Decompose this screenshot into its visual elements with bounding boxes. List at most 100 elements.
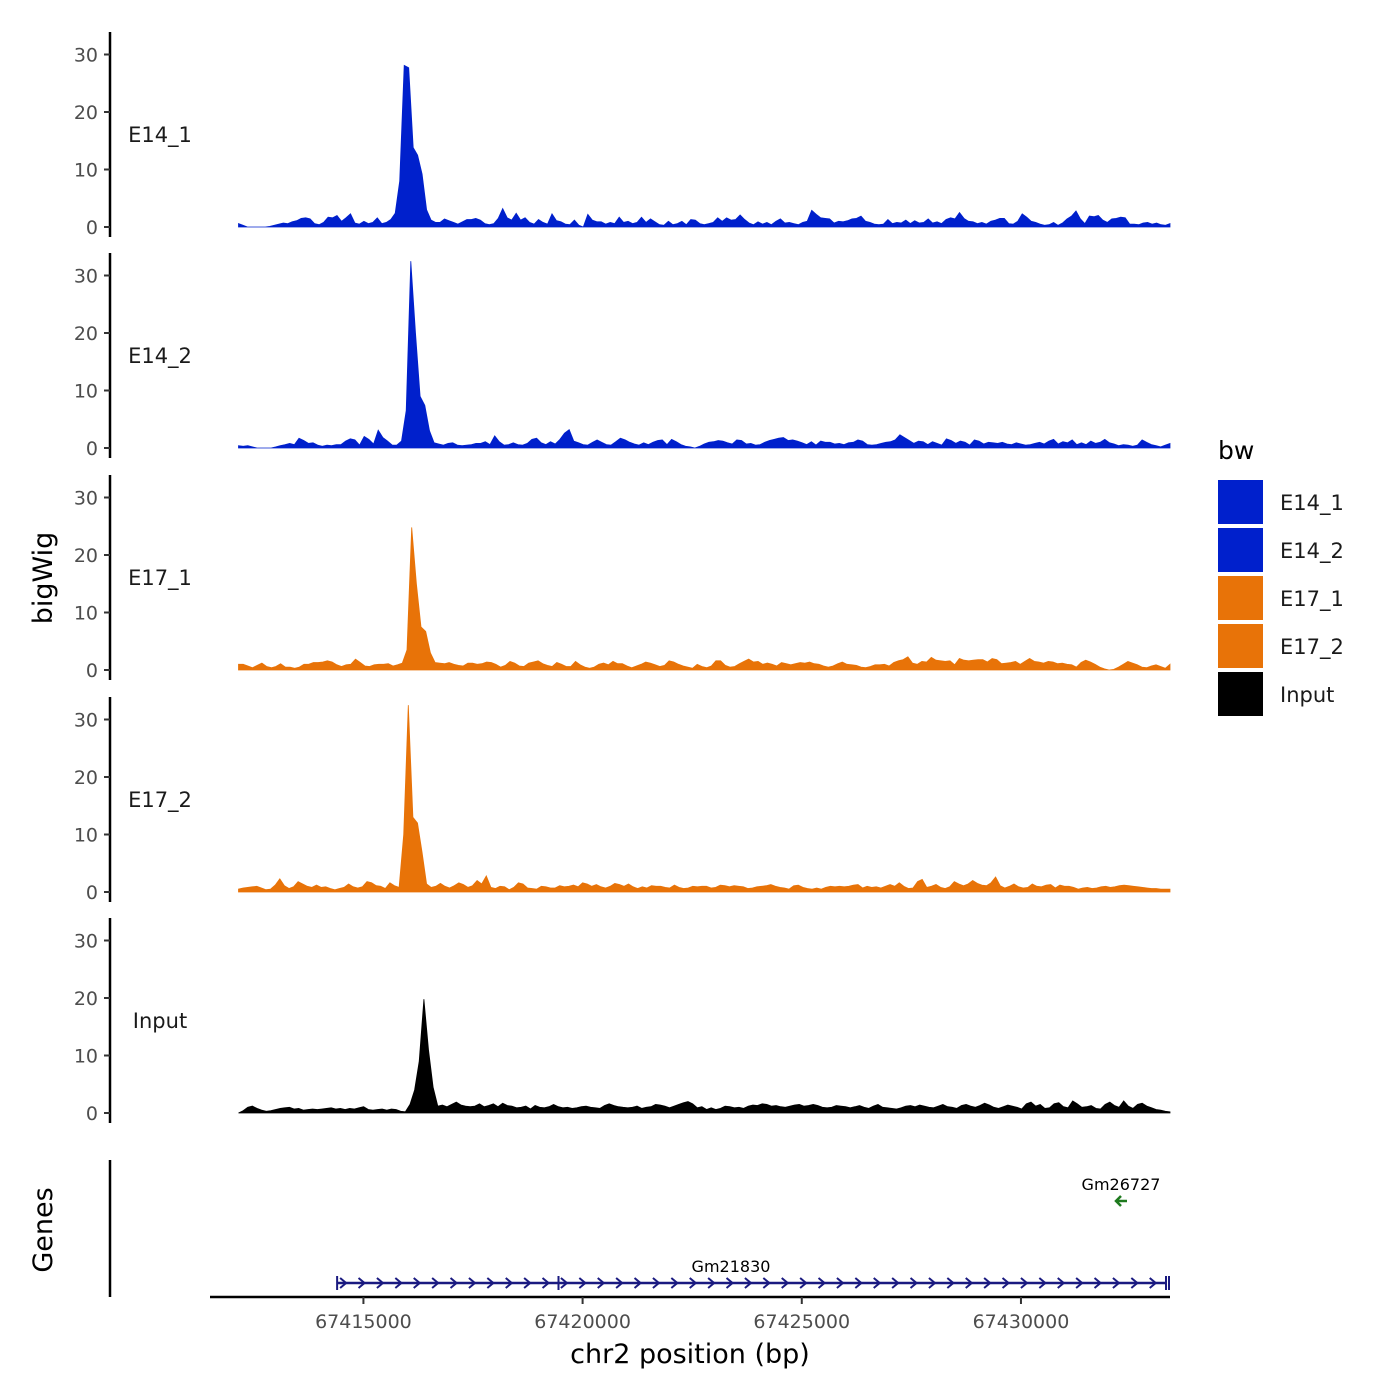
y-tick-label: 30 <box>74 931 98 953</box>
strand-chevron <box>449 1277 459 1289</box>
signal-tracks: 0 10 20 30 E14_1 0 10 20 30 E14_2 0 10 20 30 E17_1 0 10 2… <box>74 32 1171 1125</box>
y-tick-label: 20 <box>74 102 98 124</box>
track-E17_2: 0 10 20 30 E17_2 <box>74 697 1171 904</box>
strand-chevron <box>468 1277 477 1289</box>
y-tick-label: 10 <box>74 825 98 847</box>
y-tick-label: 20 <box>74 545 98 567</box>
legend-entry-Input: Input <box>1218 672 1334 716</box>
y-tick-label: 30 <box>74 45 98 67</box>
strand-chevron <box>836 1277 845 1289</box>
track-label: E17_2 <box>128 788 192 813</box>
legend-swatch <box>1218 624 1263 668</box>
strand-chevron <box>799 1277 808 1289</box>
y-tick-label: 0 <box>86 217 98 239</box>
strand-chevron <box>339 1277 348 1289</box>
y-tick-label: 20 <box>74 323 98 345</box>
y-tick-label: 30 <box>74 266 98 288</box>
strand-chevron <box>1038 1277 1047 1289</box>
strand-chevron <box>744 1277 753 1289</box>
x-tick-label: 67425000 <box>753 1311 850 1333</box>
strand-chevron <box>597 1277 606 1289</box>
strand-chevron <box>762 1277 771 1289</box>
y-tick-label: 10 <box>74 1046 98 1068</box>
track-E17_1: 0 10 20 30 E17_1 <box>74 475 1171 682</box>
track-label: E14_1 <box>128 123 192 148</box>
gene-models: Gm21830 Gm26727 <box>336 1175 1170 1290</box>
y-tick-label: 20 <box>74 988 98 1010</box>
strand-chevron <box>781 1277 790 1289</box>
strand-chevron <box>1112 1277 1121 1289</box>
strand-chevron <box>541 1277 551 1289</box>
x-tick-label: 67420000 <box>534 1311 631 1333</box>
strand-chevron <box>357 1277 367 1289</box>
legend-entries: E14_1 E14_2 E17_1 E17_2 Input <box>1218 480 1344 716</box>
genes-y-axis-title: Genes <box>28 1187 59 1272</box>
legend-label: Input <box>1280 683 1334 707</box>
strand-chevron <box>1057 1277 1066 1289</box>
gene-Gm21830: Gm21830 <box>336 1257 1170 1290</box>
strand-chevron <box>578 1277 587 1289</box>
track-label: E17_1 <box>128 566 192 591</box>
strand-chevron <box>689 1277 698 1289</box>
strand-chevron <box>633 1277 643 1289</box>
track-Input: 0 10 20 30 Input <box>74 918 1171 1125</box>
strand-chevron <box>1093 1277 1103 1289</box>
strand-chevron <box>1001 1277 1011 1289</box>
gene-Gm26727: Gm26727 <box>1082 1175 1161 1207</box>
y-tick-label: 0 <box>86 1103 98 1125</box>
y-tick-label: 10 <box>74 160 98 182</box>
strand-chevron <box>1149 1277 1158 1289</box>
y-tick-label: 30 <box>74 710 98 732</box>
legend-swatch <box>1218 576 1263 620</box>
strand-chevron <box>560 1277 569 1289</box>
coverage-area-E17_2 <box>238 705 1171 893</box>
y-tick-label: 0 <box>86 882 98 904</box>
strand-chevron <box>505 1277 514 1289</box>
gene-label: Gm26727 <box>1082 1175 1161 1194</box>
strand-chevron <box>523 1277 532 1289</box>
strand-chevron <box>615 1277 624 1289</box>
legend-entry-E17_1: E17_1 <box>1218 576 1344 620</box>
strand-chevron <box>431 1277 440 1289</box>
y-tick-label: 20 <box>74 767 98 789</box>
genes-panel: Genes Gm21830 Gm26727 <box>28 1160 1170 1297</box>
strand-chevron <box>707 1277 716 1289</box>
legend-swatch <box>1218 672 1263 716</box>
strand-chevron <box>486 1277 495 1289</box>
legend-label: E17_2 <box>1280 635 1344 660</box>
x-axis: 67415000 67420000 67425000 67430000 chr2 po… <box>210 1295 1170 1370</box>
y-tick-label: 0 <box>86 438 98 460</box>
coverage-area-Input <box>238 999 1171 1114</box>
strand-chevron <box>909 1277 919 1289</box>
strand-chevron <box>652 1277 661 1289</box>
y-tick-label: 10 <box>74 381 98 403</box>
y-tick-label: 10 <box>74 603 98 625</box>
reverse-strand-arrow-icon <box>1114 1195 1127 1207</box>
legend-swatch <box>1218 480 1263 524</box>
strand-chevron <box>1075 1277 1084 1289</box>
strand-chevron <box>854 1277 863 1289</box>
strand-chevron <box>817 1277 827 1289</box>
legend-swatch <box>1218 528 1263 572</box>
strand-chevron <box>1130 1277 1139 1289</box>
track-E14_2: 0 10 20 30 E14_2 <box>74 253 1171 460</box>
strand-chevron <box>725 1277 735 1289</box>
strand-chevron <box>1020 1277 1029 1289</box>
strand-chevron <box>670 1277 679 1289</box>
x-axis-title: chr2 position (bp) <box>570 1339 810 1370</box>
coverage-area-E14_1 <box>238 64 1171 228</box>
strand-chevron <box>928 1277 937 1289</box>
legend: bw E14_1 E14_2 E17_1 E17_2 Input <box>1218 436 1344 716</box>
track-E14_1: 0 10 20 30 E14_1 <box>74 32 1171 239</box>
strand-chevron <box>946 1277 955 1289</box>
legend-label: E14_1 <box>1280 491 1344 516</box>
strand-chevron <box>394 1277 403 1289</box>
strand-chevron <box>983 1277 992 1289</box>
coverage-area-E17_1 <box>238 527 1171 671</box>
legend-entry-E17_2: E17_2 <box>1218 624 1344 668</box>
legend-title: bw <box>1218 436 1254 465</box>
y-tick-label: 30 <box>74 488 98 510</box>
y-axis-title: bigWig <box>28 532 59 625</box>
legend-label: E14_2 <box>1280 539 1344 564</box>
